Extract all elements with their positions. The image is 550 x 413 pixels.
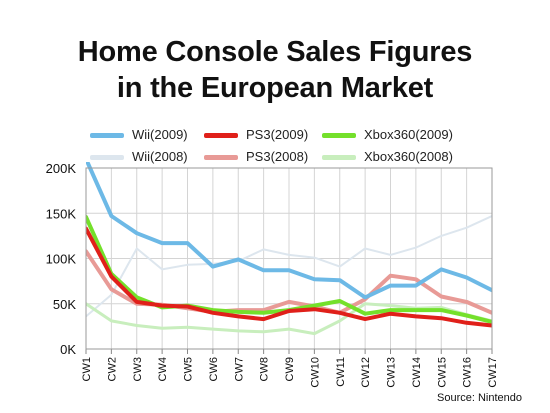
series-line-xbox360-2008 (86, 302, 492, 336)
legend-swatch-wii-2008 (90, 155, 124, 160)
gridlines (85, 167, 493, 350)
axes: 0K 50K 100K 150K 200K CW1 CW2 CW3 CW4 CW5 CW6 CW7 CW… (46, 161, 499, 388)
legend-label-xbox360-2009: Xbox360(2009) (364, 127, 453, 142)
legend-label-wii-2008: Wii(2008) (132, 149, 188, 164)
legend-label-xbox360-2008: Xbox360(2008) (364, 149, 453, 164)
chart-title-line-2: in the European Market (116, 72, 434, 104)
series-line-ps3-2009 (86, 226, 492, 328)
x-tick-label: CW2 (106, 357, 118, 381)
legend-label-ps3-2008: PS3(2008) (246, 149, 309, 164)
y-tick-label: 100K (46, 252, 77, 267)
y-tick-label: 50K (53, 297, 76, 312)
x-tick-label: CW4 (157, 357, 169, 381)
chart-title: Home Console Sales Figures in the Europe… (0, 34, 550, 106)
x-tick-label: CW5 (183, 357, 195, 381)
legend-swatch-wii-2009 (90, 133, 124, 138)
y-tick-label: 150K (46, 206, 77, 221)
x-tick-label: CW9 (284, 357, 296, 381)
x-tick-label: CW3 (132, 357, 144, 381)
legend-label-ps3-2009: PS3(2009) (246, 127, 309, 142)
legend-swatch-ps3-2009 (204, 133, 238, 138)
x-tick-label: CW17 (487, 357, 499, 388)
y-tick-label: 0K (60, 342, 76, 357)
x-tick-label: CW8 (259, 357, 271, 381)
series-line-wii-2009 (86, 162, 492, 300)
x-tick-label: CW1 (81, 357, 93, 381)
x-tick-label: CW6 (208, 357, 220, 381)
source-note: Source: Nintendo (437, 392, 522, 404)
x-tick-label: CW14 (411, 357, 423, 388)
x-tick-label: CW15 (436, 357, 448, 388)
series-lines (86, 162, 492, 336)
chart-title-line-1: Home Console Sales Figures (77, 36, 473, 68)
x-tick-label: CW11 (335, 357, 347, 387)
x-tick-label: CW7 (233, 357, 245, 381)
legend-swatch-ps3-2008 (204, 155, 238, 160)
legend-swatch-xbox360-2008 (322, 155, 356, 160)
y-tick-label: 200K (46, 161, 77, 176)
legend-label-wii-2009: Wii(2009) (132, 127, 188, 142)
x-tick-label: CW16 (462, 357, 474, 388)
plot-frame (85, 167, 493, 350)
legend: Wii(2009) PS3(2009) Xbox360(2009) Wii(20… (0, 126, 550, 170)
x-tick-label: CW12 (360, 357, 372, 388)
series-line-wii-2008 (86, 215, 492, 318)
x-tick-label: CW10 (309, 357, 321, 388)
legend-swatch-xbox360-2009 (322, 133, 356, 138)
x-tick-label: CW13 (386, 357, 398, 388)
